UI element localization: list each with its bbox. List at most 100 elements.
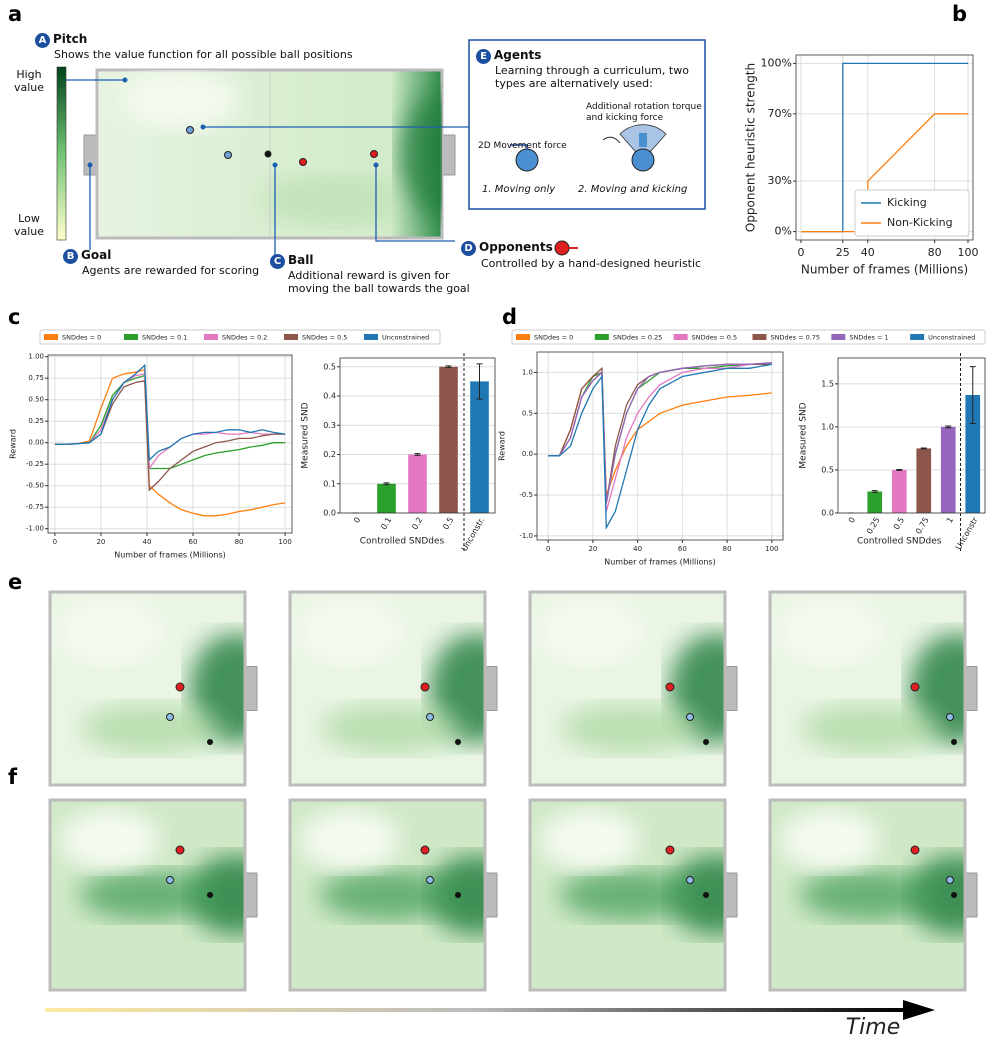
series-line: [54, 373, 286, 471]
bar: [377, 483, 396, 513]
legend-box: [854, 189, 970, 237]
legend-label: SNDdes = 0.1: [142, 334, 187, 342]
goal-right: [441, 134, 456, 176]
series-line: [801, 113, 968, 233]
x-tick-label: 100: [278, 538, 291, 546]
y-tick-label: 0.0: [522, 450, 533, 458]
value-blob: [320, 703, 460, 754]
agents-box: [468, 39, 706, 210]
agent: [426, 713, 434, 721]
y-tick-label: 1.0: [821, 422, 834, 431]
x-tick-label: 100: [765, 545, 778, 553]
error-bar: [414, 453, 421, 456]
heading: Goal: [81, 248, 112, 262]
agent: [166, 713, 174, 721]
value-blob: [80, 703, 220, 754]
bar: [965, 395, 981, 513]
y-tick-label: 0.50: [28, 396, 44, 404]
pointer-dots: [87, 77, 379, 168]
pointers: [66, 79, 470, 255]
y-tick-label: -1.0: [519, 532, 533, 540]
snapshot-goal: [964, 666, 978, 711]
heading: Ball: [288, 253, 314, 267]
legend-swatch: [124, 334, 138, 340]
x-tick-label: 80: [723, 545, 732, 553]
x-axis-label: Number of frames (Millions): [801, 263, 968, 277]
ball: [207, 892, 213, 898]
y-tick-label: 0.2: [323, 450, 336, 459]
value-blob: [560, 703, 700, 754]
y-tick-label: 1.0: [522, 368, 533, 376]
snapshot-value: [540, 602, 725, 754]
snapshot-value: [300, 810, 485, 935]
y-tick-label: 0.3: [323, 421, 336, 430]
panel-label: d: [502, 305, 518, 329]
value-blob: [60, 810, 160, 870]
bar: [867, 491, 883, 513]
opponent: [665, 682, 675, 692]
snapshot-frame: [528, 798, 727, 992]
error-bar: [945, 425, 952, 429]
axes-frame: [339, 357, 496, 514]
bar: [940, 426, 956, 513]
type2-force: Additional rotation torque and kicking f…: [586, 102, 702, 123]
x-tick-label: 20: [588, 545, 597, 553]
value-blob: [320, 870, 460, 920]
y-tick-label: 1.00: [28, 353, 44, 361]
badge: A: [35, 33, 50, 48]
series-line: [54, 363, 286, 462]
players: [186, 126, 378, 166]
snapshot-frame: [288, 590, 487, 787]
snapshot: [768, 590, 978, 787]
y-axis-label: Opponent heuristic strength: [744, 63, 758, 232]
snapshot: [288, 798, 498, 992]
legend-swatch: [44, 334, 58, 340]
type1-force: 2D Movement force: [478, 141, 567, 151]
x-tick-label: 40: [143, 538, 152, 546]
snapshot-goal: [724, 872, 738, 918]
y-tick-label: 0.75: [28, 374, 44, 382]
y-tick-label: 70%: [768, 107, 792, 120]
ball: [207, 739, 213, 745]
legend-label: SNDdes = 0.25: [613, 334, 663, 342]
x-tick-label: 40: [861, 246, 875, 259]
y-axis-label: Reward: [498, 431, 507, 461]
agent: [946, 713, 954, 721]
pitch-text: Shows the value function for all possibl…: [54, 48, 353, 61]
time-label: Time: [846, 1015, 901, 1040]
legend-label: SNDdes = 0.5: [302, 334, 347, 342]
legend-swatch: [673, 334, 688, 340]
value-blob: [540, 602, 640, 662]
opponent: [420, 845, 430, 855]
y-tick-label: 0.0: [323, 509, 336, 518]
value-blob: [780, 602, 880, 662]
x-tick-label: 0.25: [865, 516, 882, 536]
legend-swatch: [910, 334, 925, 340]
goal-heading: B Goal: [63, 249, 111, 264]
legend-label: Unconstrained: [382, 334, 429, 342]
snapshot-frame: [768, 798, 967, 992]
x-tick-label: 0: [546, 545, 550, 553]
pitch-value: [120, 70, 442, 225]
y-axis-label: Measured SND: [301, 402, 311, 468]
y-tick-label: -0.50: [26, 482, 44, 490]
y-tick-label: -0.25: [26, 460, 44, 468]
snapshot: [48, 590, 258, 787]
panel-label: e: [8, 570, 23, 594]
y-tick-label: 0.5: [323, 362, 336, 371]
snapshot-goal: [484, 666, 498, 711]
x-tick-label: 0: [847, 516, 857, 525]
x-tick-label: Unconstr: [954, 515, 980, 551]
snapshot-goal: [964, 872, 978, 918]
error-bar: [920, 447, 927, 450]
opponents-text: Controlled by a hand-designed heuristic: [481, 257, 702, 270]
legend-swatch: [204, 334, 218, 340]
legend-label: Kicking: [887, 196, 927, 209]
heading: Pitch: [53, 32, 88, 46]
snapshot-frame: [768, 590, 967, 787]
y-tick-label: 0.5: [522, 409, 533, 417]
legend-label: SNDdes = 0.2: [222, 334, 267, 342]
x-tick-label: 0.1: [379, 516, 393, 532]
opponent-icon: [554, 240, 570, 256]
